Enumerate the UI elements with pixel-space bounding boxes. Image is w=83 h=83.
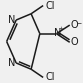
Text: Cl: Cl (45, 1, 55, 11)
Text: O: O (71, 20, 79, 30)
Text: Cl: Cl (45, 72, 55, 82)
Text: N: N (8, 58, 15, 68)
Text: N: N (54, 28, 61, 38)
Text: O: O (71, 37, 79, 47)
Text: −: − (77, 20, 82, 25)
Text: +: + (58, 26, 64, 31)
Text: N: N (8, 15, 15, 25)
